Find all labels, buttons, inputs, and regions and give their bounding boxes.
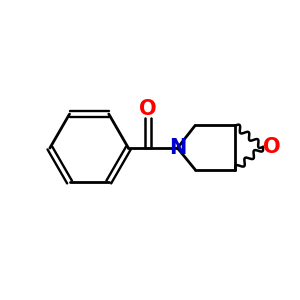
Text: N: N	[169, 138, 186, 158]
Text: O: O	[139, 99, 157, 119]
Text: O: O	[263, 137, 280, 157]
